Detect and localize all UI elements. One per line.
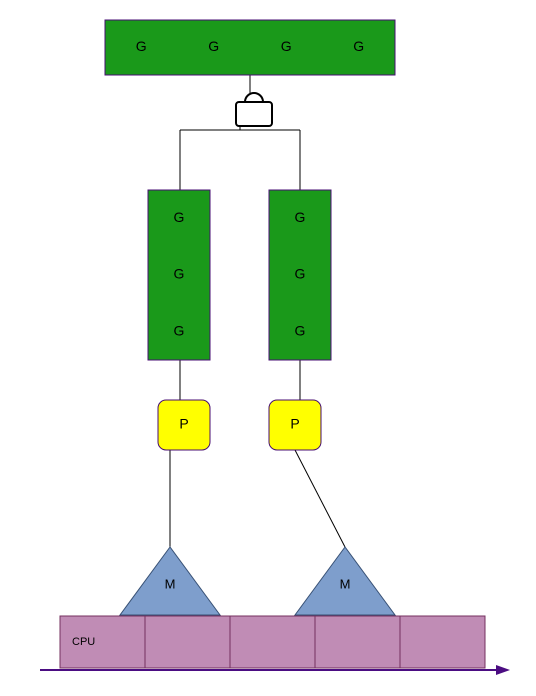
- green-col-cell: G: [295, 209, 306, 225]
- arrowhead-icon: [496, 665, 510, 675]
- p-label: P: [290, 416, 299, 432]
- green-col-cell: G: [174, 266, 185, 282]
- triangle-label: M: [340, 576, 351, 591]
- lock-shackle: [245, 93, 263, 102]
- cpu-cell: [145, 616, 230, 668]
- cpu-cell: [315, 616, 400, 668]
- top-bar-cell: G: [281, 38, 292, 54]
- green-col-cell: G: [295, 266, 306, 282]
- top-bar-cell: G: [208, 38, 219, 54]
- green-col-cell: G: [174, 322, 185, 338]
- top-bar-cell: G: [136, 38, 147, 54]
- lock-icon: [236, 102, 272, 126]
- green-col-cell: G: [295, 322, 306, 338]
- cpu-cell: [400, 616, 485, 668]
- top-bar: [105, 20, 395, 75]
- cpu-label: CPU: [72, 636, 95, 648]
- green-col-cell: G: [174, 209, 185, 225]
- p-label: P: [179, 416, 188, 432]
- top-bar-cell: G: [353, 38, 364, 54]
- cpu-cell: [230, 616, 315, 668]
- connector: [295, 450, 345, 547]
- triangle-label: M: [165, 576, 176, 591]
